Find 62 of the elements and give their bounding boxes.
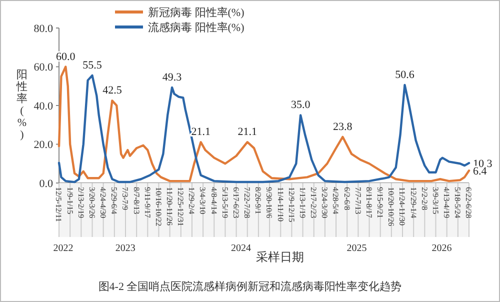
- x-axis-title: 采样日期: [256, 250, 304, 264]
- x-tick-label: 6/17-6/23: [231, 187, 240, 218]
- annotation: 49.3: [162, 71, 182, 84]
- x-tick-label: 11/20-11/26: [165, 187, 174, 226]
- x-tick-label: 3/20-3/26: [87, 187, 96, 218]
- x-tick-label: 3/9-3/15: [430, 187, 440, 214]
- x-tick-label: 9/15-9/21: [376, 187, 385, 218]
- x-tick-label: 10/16-10/22: [154, 187, 163, 226]
- text: 2022: [53, 243, 74, 254]
- y-tick-label: 0.0: [39, 178, 54, 190]
- y-tick-label: 20.0: [34, 139, 54, 152]
- x-tick-label: 5/13-5/19: [220, 187, 230, 218]
- x-tick-label: 8/11-8/17: [364, 187, 374, 218]
- annotation: 50.6: [395, 68, 415, 81]
- text: 2026: [432, 243, 452, 254]
- x-tick-label: 4/8-4/14: [209, 187, 218, 214]
- x-tick-label: 1/29-2/4: [187, 187, 196, 214]
- x-tick-label: 5/18-5/24: [453, 187, 462, 218]
- x-tick-label: 8/7-8/13: [132, 187, 141, 214]
- x-tick-label: 12/5-12/11: [54, 187, 64, 222]
- text: 2024: [231, 243, 252, 254]
- x-tick-label: 7/22-7/28: [242, 187, 252, 218]
- x-tick-label: 11/24-11/30: [398, 187, 407, 226]
- x-tick-label: 1/13-1/19: [298, 187, 307, 218]
- y-axis-title: 阳性率(%): [16, 69, 28, 141]
- x-tick-label: 8/26-9/1: [254, 187, 263, 214]
- annotation: 55.5: [82, 59, 102, 72]
- annotation: 42.5: [102, 84, 122, 97]
- x-tick-label: 10/20-10/26: [386, 187, 396, 226]
- y-tick-label: 80.0: [34, 22, 54, 35]
- text: 2025: [346, 243, 367, 254]
- annotation: 23.8: [333, 120, 353, 133]
- x-tick-label: 9/11-9/17: [142, 187, 152, 218]
- y-tick-label: 40.0: [34, 100, 54, 112]
- x-tick-label: 12/25-12/31: [176, 187, 186, 226]
- legend-label: 新冠病毒 阳性率(%): [148, 6, 245, 19]
- text: 2023: [115, 243, 136, 254]
- annotation: 35.0: [290, 99, 311, 112]
- x-tick-label: 11/4-11/10: [276, 187, 285, 222]
- annotation: 21.1: [191, 126, 210, 138]
- x-tick-label: 4/24-4/30: [98, 187, 108, 218]
- x-tick-label: 6/2-6/8: [342, 187, 352, 210]
- y-tick-label: 60.0: [34, 62, 54, 74]
- x-tick-label: 7/7-7/13: [353, 187, 362, 214]
- x-tick-label: 5/29-6/4: [110, 187, 119, 214]
- x-tick-label: 9/30-10/6: [264, 187, 274, 218]
- x-tick-label: 4/28-5/4: [331, 187, 340, 214]
- annotation: 21.1: [238, 126, 258, 138]
- x-tick-label: 3/4-3/10: [198, 187, 208, 214]
- x-tick-label: 12/9-12/15: [286, 187, 296, 222]
- x-tick-label: 3/24-3/30: [320, 187, 330, 218]
- x-tick-label: 7/3-7/9: [120, 187, 130, 210]
- x-tick-label: 12/29-1/4: [408, 187, 418, 218]
- legend-label: 流感病毒 阳性率(%): [148, 20, 245, 34]
- x-tick-label: 4/13-4/19: [442, 187, 452, 218]
- x-tick-label: 2/13-2/19: [76, 187, 86, 218]
- x-tick-label: 2/17-2/23: [309, 187, 318, 218]
- x-tick-label: 6/22-6/28: [464, 187, 474, 218]
- x-tick-label: 1/9-1/15: [65, 187, 74, 214]
- x-tick-label: 2/2-2/8: [420, 187, 429, 210]
- annotation: 60.0: [56, 50, 76, 63]
- text: 图4-2 全国哨点医院流感样病例新冠和流感病毒阳性率变化趋势: [98, 280, 402, 293]
